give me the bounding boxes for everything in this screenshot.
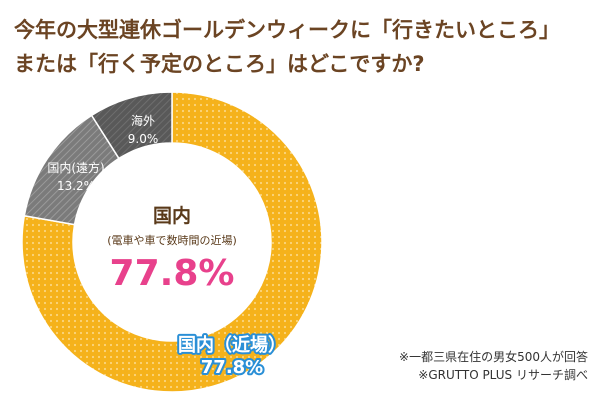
label-domestic-far-value: 13.2%	[57, 179, 95, 193]
label-domestic-near-name-outline: 国内（近場）	[178, 334, 286, 356]
label-overseas-value: 9.0%	[128, 132, 159, 146]
label-domestic-near-name: 国内（近場）	[178, 334, 286, 356]
survey-note: ※一都三県在住の男女500人が回答	[399, 350, 588, 364]
chart-title-line-1: 今年の大型連休ゴールデンウィークに「行きたいところ」	[14, 18, 560, 42]
chart-title-line-2: または「行く予定のところ」はどこですか?	[14, 52, 425, 76]
center-value: 77.8%	[110, 253, 235, 294]
slice-overseas	[90, 91, 173, 160]
center-subtitle: (電車や車で数時間の近場)	[107, 233, 237, 247]
center-title: 国内	[153, 204, 191, 227]
slice-domestic-near	[21, 91, 323, 393]
label-overseas-name: 海外	[131, 113, 155, 128]
label-domestic-near-value: 77.8%	[201, 357, 263, 378]
label-domestic-near-value-outline: 77.8%	[201, 357, 263, 378]
label-domestic-far-name: 国内(遠方)	[47, 160, 104, 175]
source-note: ※GRUTTO PLUS リサーチ調べ	[418, 368, 588, 382]
